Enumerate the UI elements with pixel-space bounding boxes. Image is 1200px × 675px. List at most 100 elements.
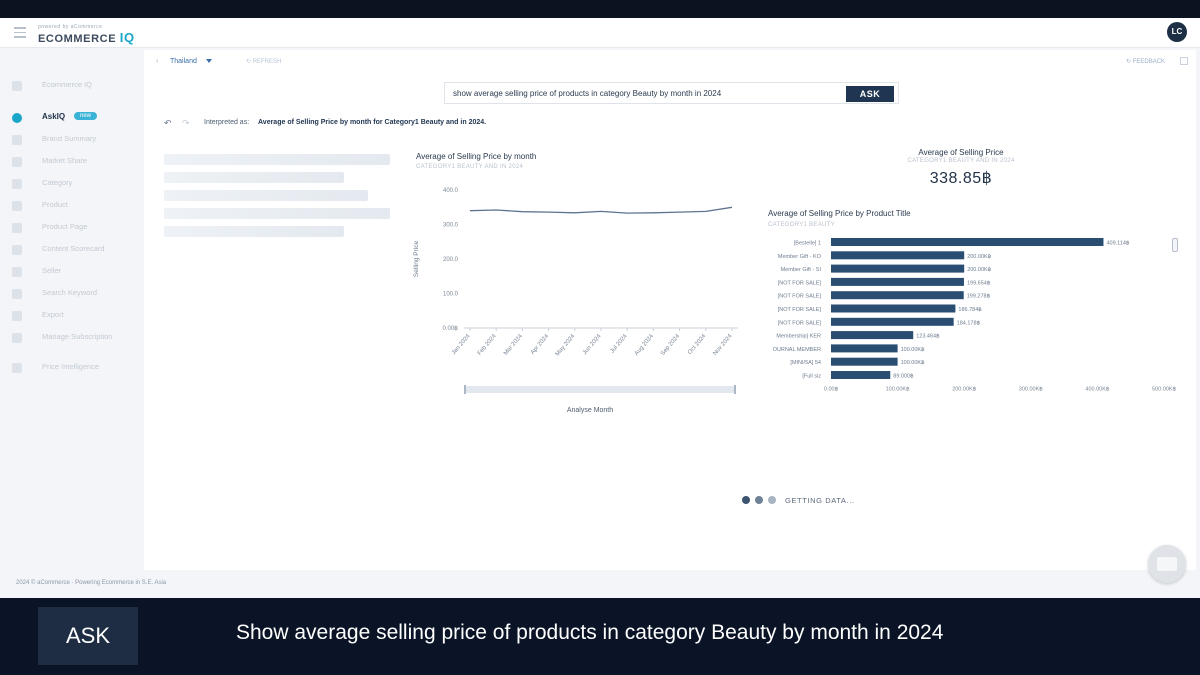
refresh-button[interactable]: ↻ REFRESH — [246, 59, 282, 65]
bar-category-label: [NOT FOR SALE] — [778, 320, 822, 326]
skeleton-line — [164, 190, 368, 201]
price-icon — [12, 363, 22, 373]
sidebar-item-label: Ecommerce IQ — [42, 80, 93, 89]
bar-value-label: 199.654฿ — [967, 279, 991, 286]
product-icon — [12, 201, 22, 211]
sidebar-item-label: Export — [42, 310, 64, 319]
skeleton-line — [164, 172, 344, 183]
bar-value-label: 199.278฿ — [967, 293, 991, 300]
sidebar-item-label: Product Page — [42, 222, 88, 231]
bar-category-label: [Bestelle] 1 — [794, 241, 821, 247]
chevron-left-icon[interactable]: ‹ — [156, 58, 159, 65]
bar-category-label: Member Gift - SI — [781, 267, 822, 273]
sidebar-item[interactable]: Price Intelligence — [12, 362, 136, 376]
home-icon — [12, 81, 22, 91]
undo-icon[interactable]: ↶ — [164, 118, 172, 128]
sidebar-item[interactable]: Manage Subscription — [12, 332, 136, 346]
sidebar-item-label: Product — [42, 200, 68, 209]
chat-widget-button[interactable] — [1148, 545, 1186, 583]
sidebar-item[interactable]: Export — [12, 310, 136, 324]
sidebar: Ecommerce IQ AskIQ new Brand Summary Market … — [0, 48, 140, 568]
export-icon — [12, 311, 22, 321]
bar-category-label: [NOT FOR SALE] — [778, 280, 822, 286]
subscription-icon — [12, 333, 22, 343]
x-tick-label: Apr 2024 — [530, 333, 551, 356]
ask-bar: show average selling price of products i… — [444, 82, 899, 104]
sidebar-item[interactable]: Product Page — [12, 222, 136, 236]
sidebar-item[interactable]: Category — [12, 178, 136, 192]
loading-indicator: GETTING DATA... — [742, 494, 882, 506]
ask-button[interactable]: ASK — [846, 86, 894, 102]
redo-icon[interactable]: ↷ — [182, 118, 190, 128]
summary-icon — [12, 135, 22, 145]
sidebar-item[interactable]: Seller — [12, 266, 136, 280]
sidebar-item-label: Manage Subscription — [42, 332, 113, 341]
loading-text: GETTING DATA... — [785, 496, 855, 505]
feedback-link[interactable]: ↻ FEEDBACK — [1126, 59, 1166, 65]
bar — [831, 277, 964, 286]
sidebar-item[interactable]: Market Share — [12, 156, 136, 170]
x-tick-label: May 2024 — [555, 333, 577, 358]
ask-input[interactable]: show average selling price of products i… — [453, 89, 722, 98]
loading-dot — [768, 496, 776, 504]
sidebar-item-label: Market Share — [42, 156, 88, 165]
sidebar-item[interactable]: Content Scorecard — [12, 244, 136, 258]
bar-value-label: 200.00K฿ — [967, 266, 991, 273]
chat-widget-icon — [1157, 557, 1177, 571]
bar-chart-subtitle: CATEGORY1 BEAUTY — [768, 222, 835, 228]
category-icon — [12, 179, 22, 189]
app-window: powered by aCommerce ECOMMERCE IQ LC Eco… — [0, 18, 1200, 598]
bar-value-label: 100.00K฿ — [901, 346, 925, 353]
app-header: powered by aCommerce ECOMMERCE IQ LC — [0, 18, 1200, 48]
bar — [831, 304, 956, 313]
feedback-label: FEEDBACK — [1132, 59, 1166, 65]
logo-text: ECOMMERCE IQ — [38, 30, 135, 45]
country-selector[interactable]: Thailand — [170, 58, 197, 65]
avatar[interactable]: LC — [1167, 22, 1187, 42]
y-tick-label: 200.0 — [443, 257, 459, 263]
sidebar-item[interactable]: Brand Summary — [12, 134, 136, 148]
skeleton-line — [164, 226, 344, 237]
chevron-down-icon[interactable] — [206, 59, 212, 63]
bar — [831, 317, 954, 326]
bar — [831, 264, 965, 273]
sidebar-item[interactable]: Product — [12, 200, 136, 214]
sidebar-item[interactable]: AskIQ new — [12, 112, 136, 126]
sidebar-item[interactable]: Search Keyword — [12, 288, 136, 302]
seller-icon — [12, 267, 22, 277]
bar — [831, 291, 964, 300]
y-tick-label: 0.00฿ — [443, 325, 459, 332]
bar-value-label: 123.464฿ — [916, 333, 940, 340]
expand-icon[interactable] — [1180, 57, 1188, 65]
range-handle-left — [464, 385, 466, 394]
chat-icon — [12, 113, 22, 123]
x-tick-label: 200.00K฿ — [952, 385, 976, 392]
bar-category-label: [MINI/5A] 54 — [790, 360, 821, 366]
y-tick-label: 400.0 — [443, 188, 459, 194]
x-tick-label: 0.00฿ — [824, 385, 839, 392]
bar-category-label: [Full siz — [802, 374, 821, 380]
scorecard-icon — [12, 245, 22, 255]
bar — [831, 251, 965, 260]
chart-scrollbar[interactable] — [1172, 238, 1178, 252]
x-tick-label: Sep 2024 — [660, 333, 682, 357]
footer: 2024 © aCommerce · Powering Ecommerce in… — [16, 580, 167, 586]
logo-main: ECOMMERCE — [38, 33, 117, 45]
x-tick-label: Feb 2024 — [477, 333, 498, 357]
series-line — [469, 206, 733, 214]
bar — [831, 371, 891, 379]
loading-dot — [742, 496, 750, 504]
logo[interactable]: powered by aCommerce ECOMMERCE IQ — [38, 24, 135, 45]
bar-value-label: 186.784฿ — [958, 306, 982, 313]
kpi-value: 338.85฿ — [929, 170, 993, 187]
skeleton-line — [164, 208, 390, 219]
logo-accent: IQ — [119, 30, 135, 45]
line-chart-subtitle: CATEGORY1 BEAUTY AND IN 2024 — [416, 164, 524, 170]
sidebar-item-label: AskIQ — [42, 112, 66, 121]
x-tick-label: Jun 2024 — [582, 333, 603, 356]
sidebar-item[interactable]: Ecommerce IQ — [12, 80, 136, 94]
bar — [831, 238, 1104, 246]
x-tick-label: Jan 2024 — [451, 333, 472, 356]
refresh-label: REFRESH — [252, 59, 282, 65]
menu-icon[interactable] — [14, 27, 26, 38]
